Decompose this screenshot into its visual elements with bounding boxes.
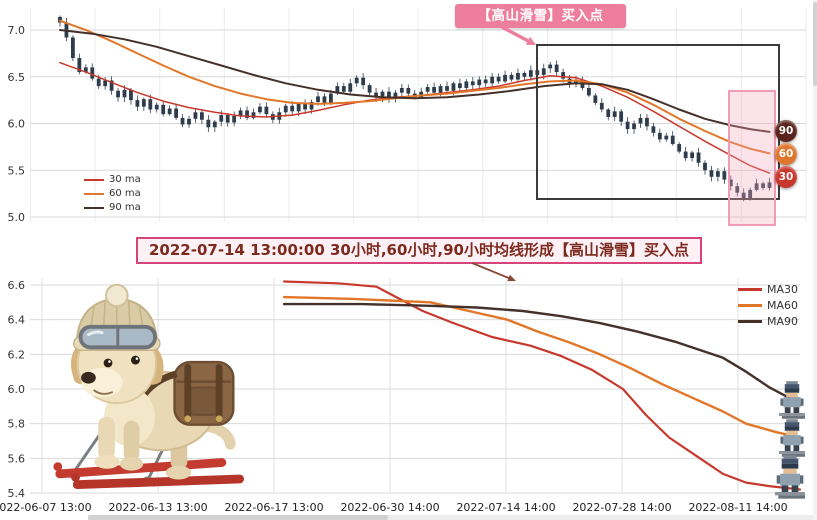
vertical-scrollbar[interactable] bbox=[813, 0, 817, 520]
bottom-chart-legend: MA30 MA60 MA90 bbox=[738, 283, 798, 328]
horizontal-scrollbar[interactable] bbox=[88, 515, 813, 520]
top-chart-legend: 30 ma 60 ma 90 ma bbox=[84, 174, 141, 213]
ma-line-MA90 bbox=[282, 302, 802, 406]
legend-item-ma60: MA60 bbox=[738, 299, 798, 312]
vertical-scrollbar-thumb[interactable] bbox=[813, 2, 817, 86]
legend-swatch-60ma bbox=[84, 192, 104, 195]
horizontal-scrollbar-thumb[interactable] bbox=[88, 515, 388, 520]
legend-item-90ma: 90 ma bbox=[84, 202, 141, 213]
tick-label: 5.6 bbox=[8, 452, 26, 465]
tick-label: 5.8 bbox=[8, 418, 26, 431]
tick-label: 6.5 bbox=[8, 71, 26, 84]
pixel-skier-icon bbox=[775, 455, 805, 499]
tick-label: 6.0 bbox=[8, 383, 26, 396]
tick-label: 2022-06-07 13:00 bbox=[0, 501, 92, 514]
tick-label: 6.4 bbox=[8, 314, 26, 327]
legend-item-ma30: MA30 bbox=[738, 283, 798, 296]
legend-label-ma60: MA60 bbox=[767, 299, 799, 312]
ma-badge-60: 60 bbox=[775, 143, 797, 165]
legend-label-30ma: 30 ma bbox=[109, 174, 141, 185]
buy-point-annotation: 【高山滑雪】买入点 bbox=[455, 4, 626, 28]
tick-label: 5.4 bbox=[8, 487, 26, 500]
legend-swatch-ma60 bbox=[738, 304, 762, 307]
legend-label-90ma: 90 ma bbox=[109, 202, 141, 213]
legend-item-60ma: 60 ma bbox=[84, 188, 141, 199]
legend-swatch-ma30 bbox=[738, 288, 762, 291]
tick-label: 2022-06-30 14:00 bbox=[340, 501, 439, 514]
legend-label-ma90: MA90 bbox=[767, 315, 799, 328]
buy-zone-highlight bbox=[728, 90, 776, 226]
ma-line-MA60 bbox=[282, 295, 802, 439]
legend-item-30ma: 30 ma bbox=[84, 174, 141, 185]
tick-label: 2022-08-11 14:00 bbox=[688, 501, 787, 514]
legend-item-ma90: MA90 bbox=[738, 315, 798, 328]
legend-swatch-30ma bbox=[84, 178, 104, 181]
tick-label: 2022-07-14 14:00 bbox=[456, 501, 555, 514]
tick-label: 2022-06-17 13:00 bbox=[224, 501, 323, 514]
tick-label: 2022-07-28 14:00 bbox=[572, 501, 671, 514]
tick-label: 6.0 bbox=[8, 118, 26, 131]
ski-dog-illustration bbox=[53, 283, 245, 490]
tick-label: 2022-06-13 13:00 bbox=[108, 501, 207, 514]
legend-label-ma30: MA30 bbox=[767, 283, 799, 296]
tick-label: 5.5 bbox=[8, 164, 26, 177]
tick-label: 5.0 bbox=[8, 211, 26, 224]
tick-label: 6.2 bbox=[8, 348, 26, 361]
ma-line-MA30 bbox=[283, 280, 802, 491]
legend-swatch-90ma bbox=[84, 206, 104, 209]
ma-badge-30: 30 bbox=[775, 166, 797, 188]
legend-swatch-ma90 bbox=[738, 320, 762, 323]
pixel-skier-icon bbox=[779, 381, 805, 419]
legend-label-60ma: 60 ma bbox=[109, 188, 141, 199]
ma-badge-90: 90 bbox=[775, 120, 797, 142]
signal-banner: 2022-07-14 13:00:00 30小时,60小时,90小时均线形成【高… bbox=[136, 237, 702, 264]
tick-label: 7.0 bbox=[8, 24, 26, 37]
tick-label: 6.6 bbox=[8, 279, 26, 292]
pixel-skier-icon bbox=[779, 419, 805, 457]
